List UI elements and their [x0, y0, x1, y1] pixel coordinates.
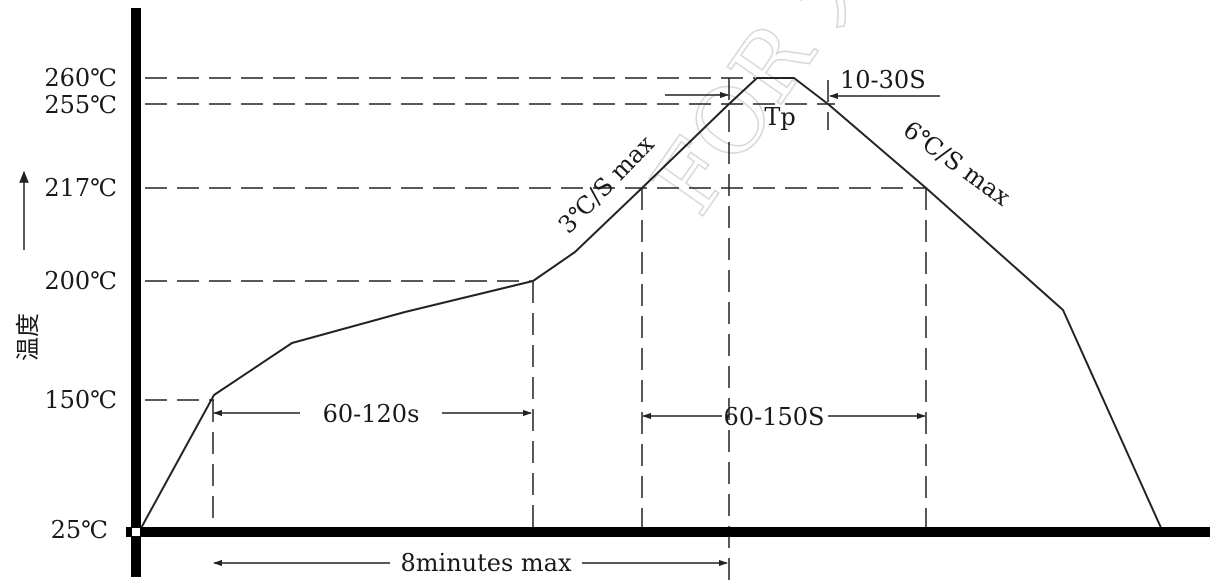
vertical-guides — [212, 78, 927, 587]
tick-label-200: 200℃ — [44, 267, 117, 295]
tick-label-217: 217℃ — [44, 174, 117, 202]
y-axis-label: 温度 — [14, 313, 42, 361]
horizontal-guides — [145, 77, 925, 401]
label-total-time: 8minutes max — [400, 549, 571, 577]
reflow-curve — [139, 77, 1163, 531]
dimension-arrows — [213, 91, 940, 567]
label-liquidus-time: 60-150S — [724, 403, 825, 431]
tick-label-260: 260℃ — [44, 64, 117, 92]
tick-label-255: 255℃ — [44, 91, 117, 119]
y-tick-labels: 260℃ 255℃ 217℃ 200℃ 150℃ 25℃ — [44, 64, 117, 544]
label-peak-time: 10-30S — [840, 66, 926, 94]
origin-marker — [132, 528, 140, 536]
y-axis-label-group: 温度 — [14, 313, 42, 361]
tick-label-150: 150℃ — [44, 386, 117, 414]
label-preheat-time: 60-120s — [323, 400, 420, 428]
tick-label-25: 25℃ — [51, 516, 108, 544]
label-tp: Tp — [764, 103, 795, 131]
label-ramp-down: 6℃/S max — [898, 116, 1016, 212]
